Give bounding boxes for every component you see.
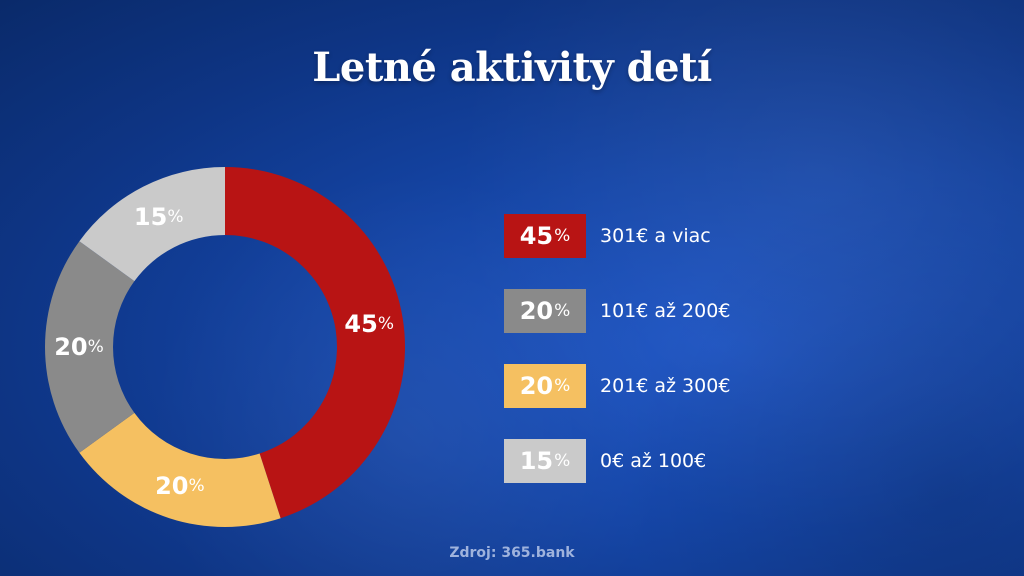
legend-value: 20 — [519, 372, 554, 400]
slice-value-0: 45 — [344, 310, 377, 338]
slice-value-2: 20 — [54, 333, 87, 361]
legend-item: 20% 101€ až 200€ — [504, 288, 730, 334]
legend-item: 15% 0€ až 100€ — [504, 438, 706, 484]
slice-label-3: 15% — [134, 203, 184, 231]
pie-slice-1 — [79, 412, 281, 527]
slice-label-2: 20% — [54, 333, 104, 361]
legend-swatch: 20% — [504, 364, 586, 408]
pie-slice-3 — [79, 167, 225, 282]
slice-label-1: 20% — [155, 472, 205, 500]
legend-unit: % — [554, 376, 571, 396]
slice-value-3: 15 — [134, 203, 167, 231]
slice-unit-1: % — [189, 476, 205, 496]
legend-label: 301€ a viac — [600, 225, 711, 247]
legend-unit: % — [554, 451, 571, 471]
legend-value: 15 — [519, 447, 554, 475]
legend-item: 20% 201€ až 300€ — [504, 363, 730, 409]
legend-value: 45 — [519, 222, 554, 250]
legend-unit: % — [554, 226, 571, 246]
pie-slice-0 — [225, 167, 406, 519]
source-note: Zdroj: 365.bank — [449, 545, 575, 561]
slice-unit-3: % — [167, 207, 183, 227]
pie-slice-2 — [45, 241, 135, 453]
legend-swatch: 45% — [504, 214, 586, 258]
legend-label: 101€ až 200€ — [600, 300, 731, 322]
slice-unit-0: % — [378, 314, 394, 334]
donut-chart: 45%20%20%15% — [45, 167, 406, 527]
legend-value: 20 — [519, 297, 554, 325]
legend-swatch: 20% — [504, 289, 586, 333]
legend-unit: % — [554, 301, 571, 321]
legend-label: 201€ až 300€ — [600, 375, 731, 397]
legend-label: 0€ až 100€ — [600, 450, 707, 472]
slice-label-0: 45% — [344, 310, 394, 338]
chart-title: Letné aktivity detí — [312, 44, 712, 91]
legend-swatch: 15% — [504, 439, 586, 483]
legend-item: 45% 301€ a viac — [504, 213, 711, 259]
slice-value-1: 20 — [155, 472, 188, 500]
slice-unit-2: % — [88, 337, 104, 357]
